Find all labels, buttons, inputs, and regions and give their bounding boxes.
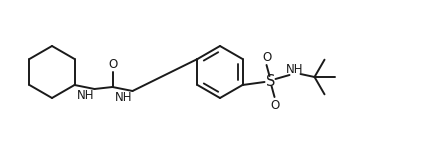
Text: O: O	[270, 98, 279, 111]
Text: O: O	[108, 57, 117, 71]
Text: NH: NH	[286, 62, 303, 75]
Text: O: O	[262, 51, 271, 64]
Text: S: S	[266, 73, 275, 89]
Text: NH: NH	[115, 90, 132, 104]
Text: NH: NH	[77, 89, 94, 102]
